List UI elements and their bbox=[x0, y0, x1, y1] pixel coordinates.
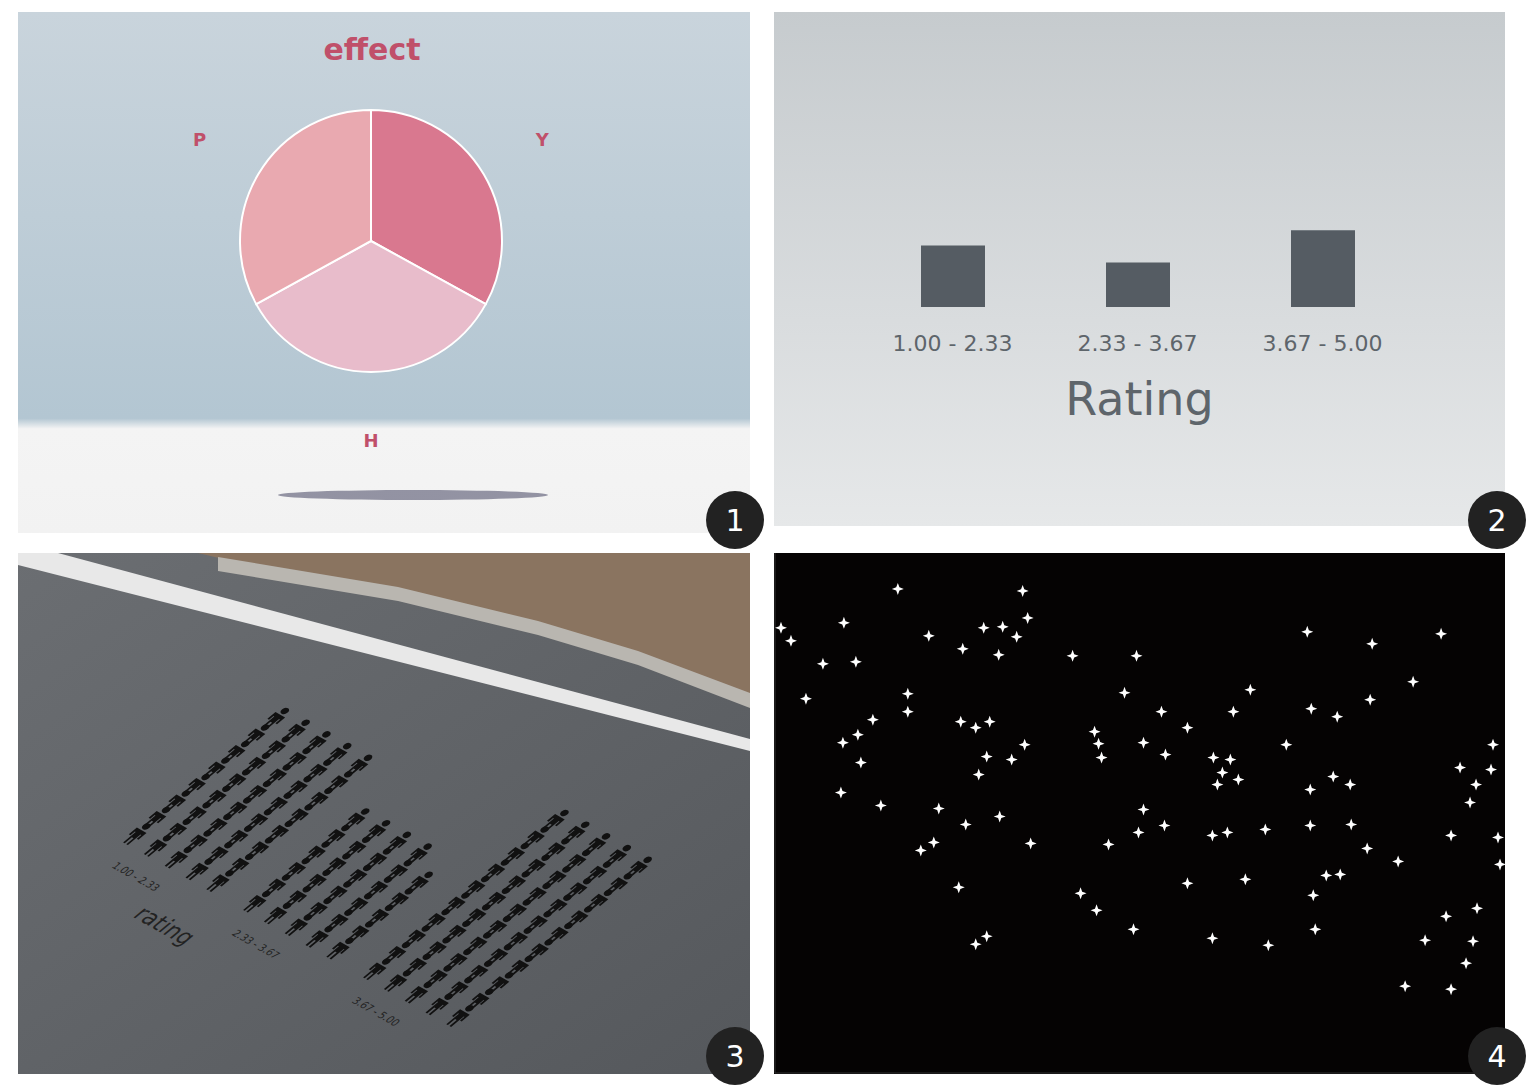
svg-text:P: P bbox=[193, 129, 206, 150]
svg-text:2.33 - 3.67: 2.33 - 3.67 bbox=[229, 927, 283, 960]
html-text:effect: effect bbox=[323, 32, 421, 67]
svg-text:Y: Y bbox=[535, 129, 550, 150]
html-text:1: 1 bbox=[725, 502, 745, 538]
svg-text:rating: rating bbox=[128, 902, 202, 950]
svg-text:1.00 - 2.33: 1.00 - 2.33 bbox=[893, 331, 1013, 356]
html-text:4: 4 bbox=[1487, 1038, 1507, 1074]
html-text:3: 3 bbox=[725, 1038, 745, 1074]
html-text:2: 2 bbox=[1487, 502, 1507, 538]
svg-text:3.67 - 5.00: 3.67 - 5.00 bbox=[349, 995, 403, 1028]
svg-text:1.00 - 2.33: 1.00 - 2.33 bbox=[109, 860, 163, 893]
svg-text:H: H bbox=[363, 430, 378, 451]
html-text:Rating: Rating bbox=[1065, 372, 1214, 426]
svg-text:3.67 - 5.00: 3.67 - 5.00 bbox=[1263, 331, 1383, 356]
svg-text:2.33 - 3.67: 2.33 - 3.67 bbox=[1078, 331, 1198, 356]
